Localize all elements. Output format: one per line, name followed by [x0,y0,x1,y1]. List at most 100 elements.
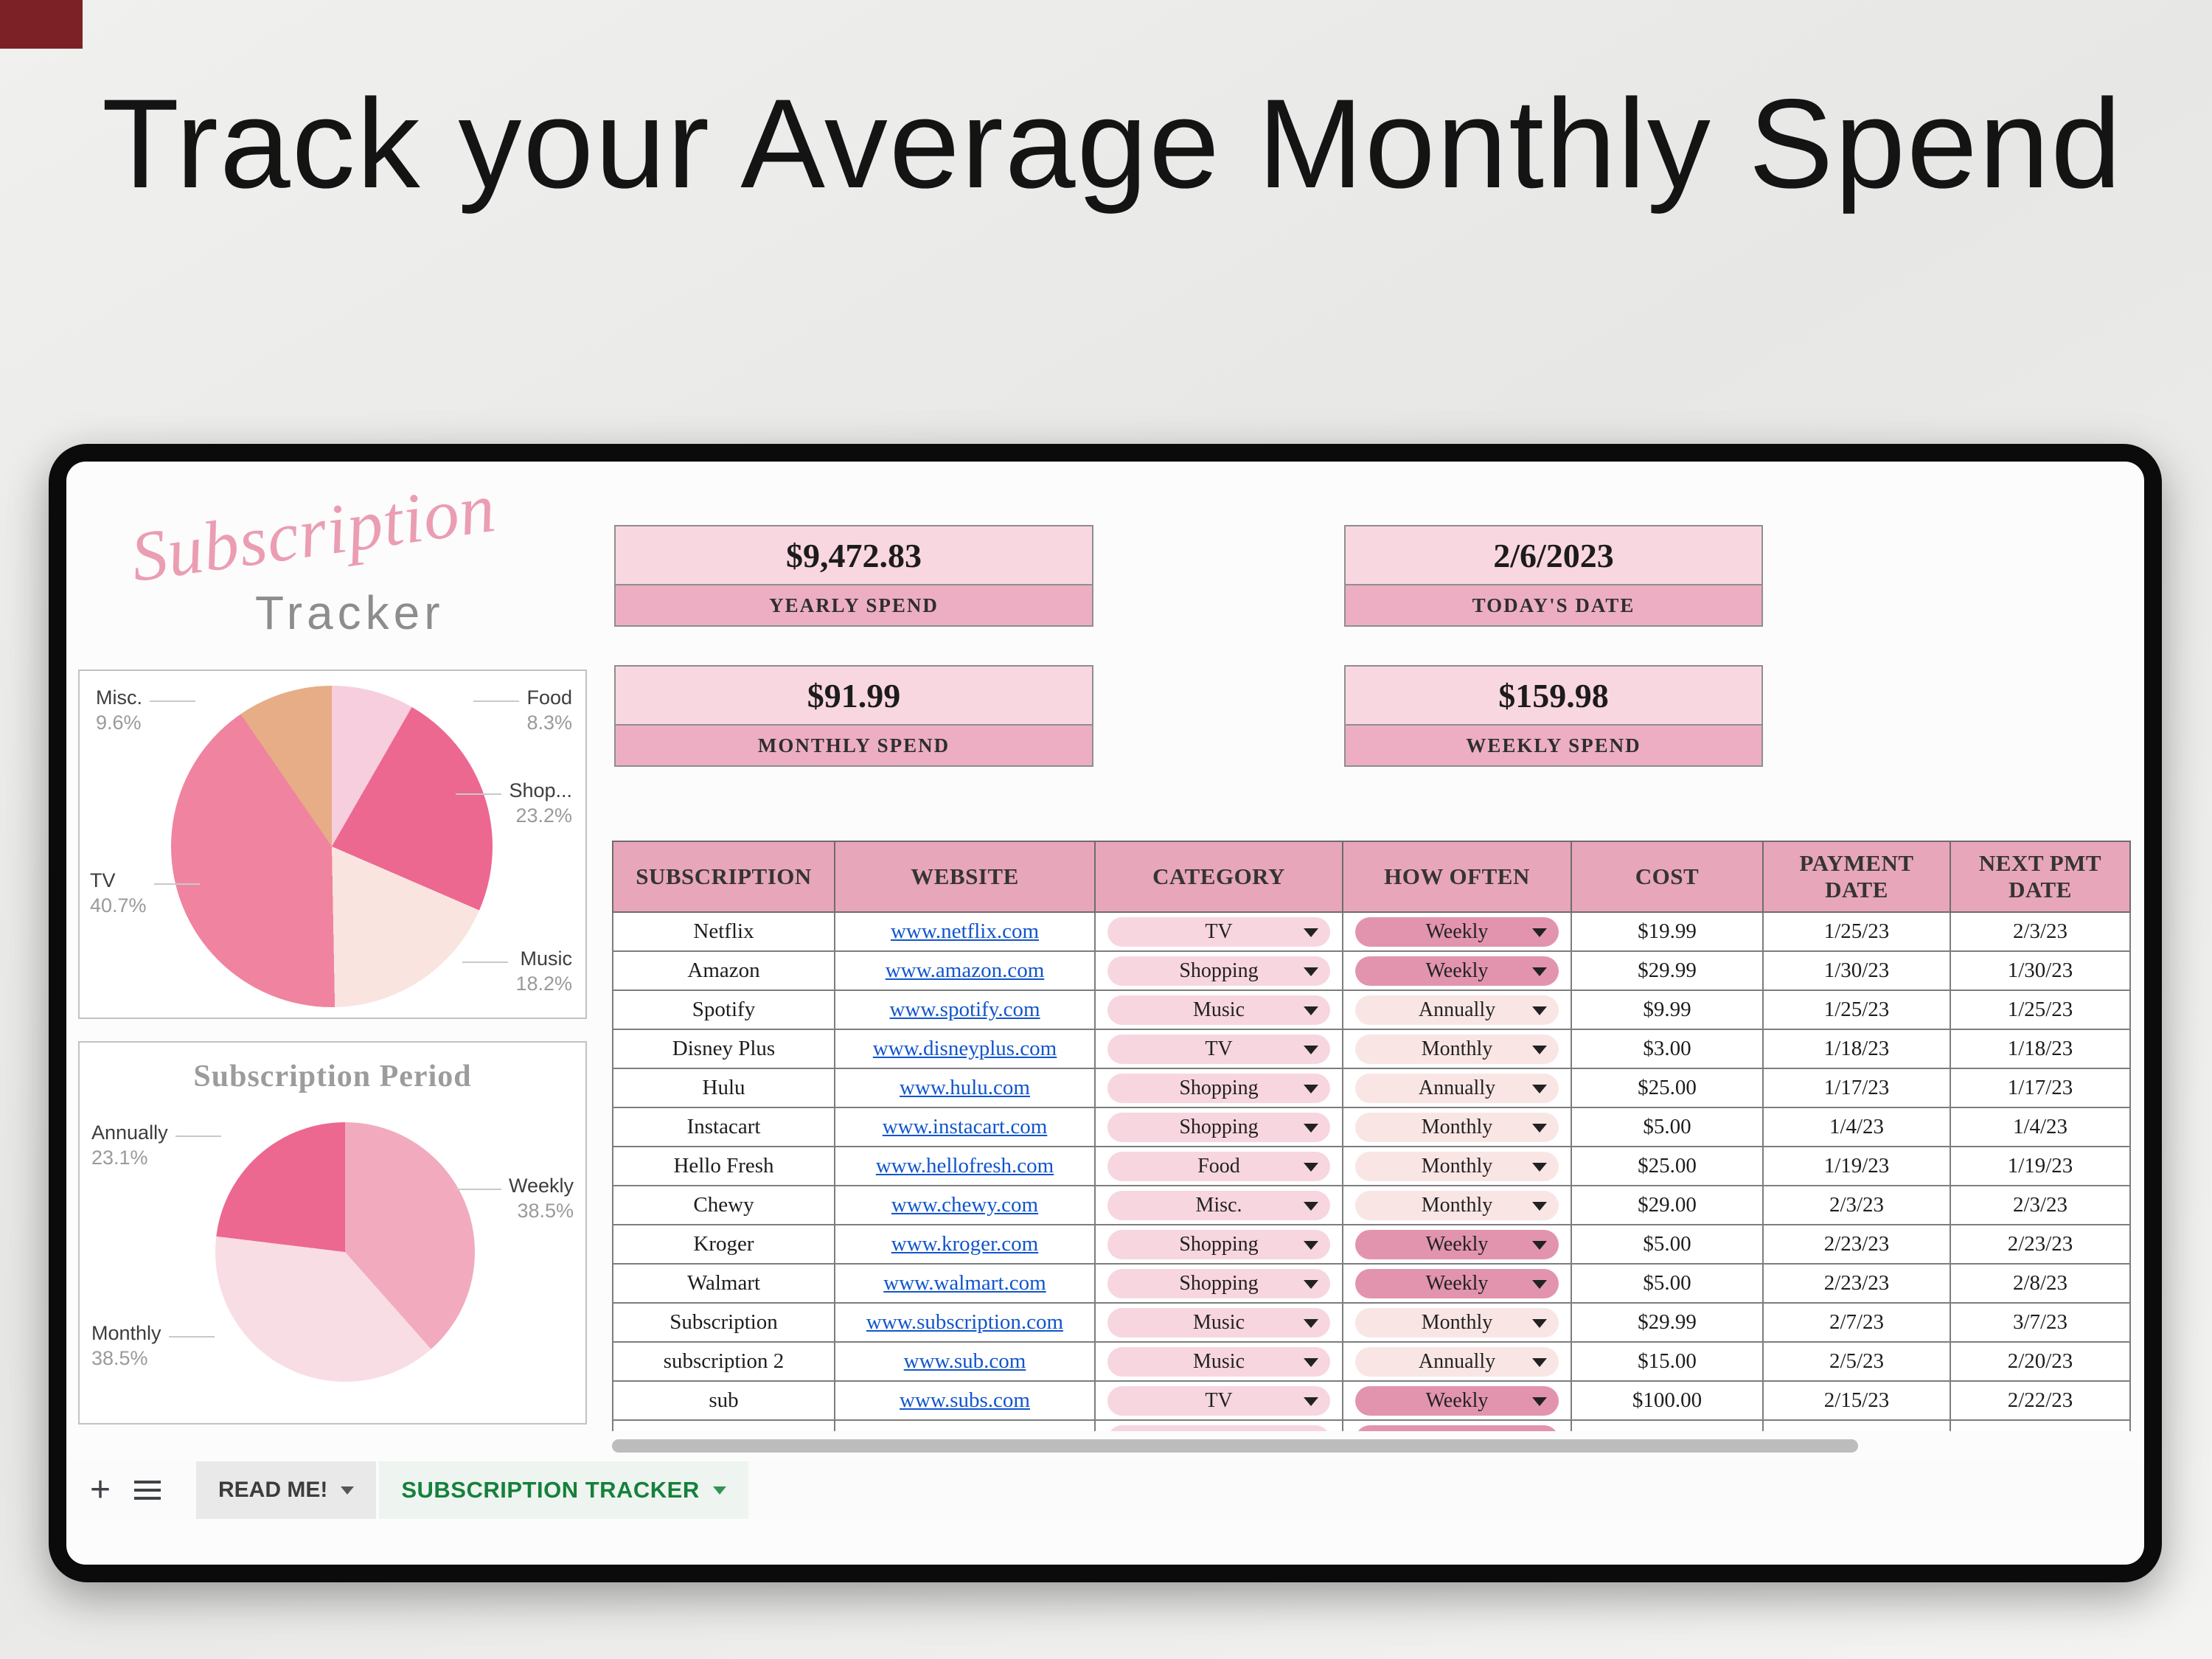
cost-cell[interactable]: $25.00 [1571,1068,1764,1108]
next-payment-date-cell[interactable]: 2/23/23 [1950,1224,2131,1265]
tab-subscription-tracker[interactable]: SUBSCRIPTION TRACKER [379,1461,748,1519]
cost-cell[interactable]: $29.99 [1571,950,1764,991]
cost-cell[interactable]: $19.99 [1571,911,1764,952]
how-often-dropdown[interactable]: Annually [1355,1346,1559,1377]
cost-cell[interactable]: $9.99 [1571,990,1764,1030]
subscription-cell[interactable]: Amazon [612,950,835,991]
how-often-dropdown[interactable]: Weekly [1355,1229,1559,1259]
cost-cell[interactable]: $15.00 [1571,1341,1764,1382]
how-often-dropdown[interactable]: Weekly [1355,917,1559,947]
website-link[interactable]: www.kroger.com [891,1232,1039,1256]
website-link[interactable]: www.chewy.com [891,1193,1039,1217]
website-link[interactable]: www.hellofresh.com [875,1154,1054,1178]
how-often-dropdown[interactable]: Monthly [1355,1112,1559,1142]
next-payment-date-cell[interactable] [1950,1419,2131,1431]
next-payment-date-cell[interactable]: 2/3/23 [1950,1185,2131,1225]
next-payment-date-cell[interactable]: 2/3/23 [1950,911,2131,952]
payment-date-cell[interactable] [1762,1419,1951,1431]
website-link[interactable]: www.subs.com [900,1388,1030,1412]
tab-read-me[interactable]: READ ME! [196,1461,377,1519]
cost-cell[interactable]: $5.00 [1571,1107,1764,1147]
payment-date-cell[interactable]: 2/5/23 [1762,1341,1951,1382]
payment-date-cell[interactable]: 2/23/23 [1762,1263,1951,1304]
next-payment-date-cell[interactable]: 1/4/23 [1950,1107,2131,1147]
category-dropdown[interactable]: Shopping [1107,956,1330,986]
cost-cell[interactable]: $100.00 [1571,1380,1764,1421]
how-often-dropdown[interactable]: Weekly [1355,956,1559,986]
next-payment-date-cell[interactable]: 2/8/23 [1950,1263,2131,1304]
website-link[interactable]: www.instacart.com [882,1115,1048,1138]
subscription-cell[interactable]: sub [612,1380,835,1421]
cost-cell[interactable]: $5.00 [1571,1224,1764,1265]
how-often-dropdown[interactable]: Monthly [1355,1034,1559,1064]
category-dropdown[interactable]: Music [1107,1346,1330,1377]
subscription-cell[interactable] [612,1419,835,1431]
website-link[interactable]: www.spotify.com [889,998,1040,1021]
website-link[interactable]: www.amazon.com [885,959,1045,982]
subscription-cell[interactable]: Chewy [612,1185,835,1225]
category-dropdown[interactable]: TV [1107,1034,1330,1064]
payment-date-cell[interactable]: 1/25/23 [1762,990,1951,1030]
website-link[interactable]: www.walmart.com [883,1271,1046,1295]
category-dropdown[interactable]: Misc. [1107,1190,1330,1220]
cost-cell[interactable]: $3.00 [1571,1029,1764,1069]
category-dropdown[interactable]: Shopping [1107,1268,1330,1298]
category-dropdown[interactable] [1107,1425,1330,1431]
category-dropdown[interactable]: TV [1107,917,1330,947]
website-link[interactable]: www.hulu.com [900,1076,1030,1099]
all-sheets-button[interactable] [124,1461,171,1519]
next-payment-date-cell[interactable]: 3/7/23 [1950,1302,2131,1343]
cost-cell[interactable]: $29.00 [1571,1185,1764,1225]
how-often-dropdown[interactable]: Annually [1355,1073,1559,1103]
category-dropdown[interactable]: Shopping [1107,1073,1330,1103]
payment-date-cell[interactable]: 1/19/23 [1762,1146,1951,1186]
subscription-cell[interactable]: Hulu [612,1068,835,1108]
cost-cell[interactable]: $29.99 [1571,1302,1764,1343]
payment-date-cell[interactable]: 2/15/23 [1762,1380,1951,1421]
subscription-cell[interactable]: subscription 2 [612,1341,835,1382]
payment-date-cell[interactable]: 1/30/23 [1762,950,1951,991]
subscription-cell[interactable]: Netflix [612,911,835,952]
subscription-cell[interactable]: Spotify [612,990,835,1030]
subscription-cell[interactable]: Instacart [612,1107,835,1147]
how-often-dropdown[interactable]: Monthly [1355,1307,1559,1338]
category-dropdown[interactable]: Shopping [1107,1112,1330,1142]
cost-cell[interactable]: $5.00 [1571,1263,1764,1304]
how-often-dropdown[interactable]: Monthly [1355,1190,1559,1220]
next-payment-date-cell[interactable]: 2/22/23 [1950,1380,2131,1421]
how-often-dropdown[interactable]: Weekly [1355,1385,1559,1416]
subscription-cell[interactable]: Subscription [612,1302,835,1343]
website-link[interactable]: www.subscription.com [866,1310,1064,1334]
how-often-dropdown[interactable]: Weekly [1355,1268,1559,1298]
horizontal-scrollbar[interactable] [612,1439,1858,1453]
payment-date-cell[interactable]: 1/4/23 [1762,1107,1951,1147]
website-link[interactable]: www.disneyplus.com [872,1037,1057,1060]
subscription-period-pie-chart[interactable]: Subscription Period Weekly 38.5% Monthly 38… [78,1041,587,1425]
next-payment-date-cell[interactable]: 2/20/23 [1950,1341,2131,1382]
payment-date-cell[interactable]: 1/25/23 [1762,911,1951,952]
category-dropdown[interactable]: Music [1107,995,1330,1025]
website-link[interactable]: www.netflix.com [890,919,1040,943]
next-payment-date-cell[interactable]: 1/18/23 [1950,1029,2131,1069]
category-dropdown[interactable]: Food [1107,1151,1330,1181]
how-often-dropdown[interactable]: Monthly [1355,1151,1559,1181]
next-payment-date-cell[interactable]: 1/17/23 [1950,1068,2131,1108]
category-pie-chart[interactable]: Food 8.3% Shop... 23.2% Music 18.2% TV 40.7% Mis… [78,669,587,1019]
category-dropdown[interactable]: TV [1107,1385,1330,1416]
how-often-dropdown[interactable]: Annually [1355,995,1559,1025]
payment-date-cell[interactable]: 1/18/23 [1762,1029,1951,1069]
website-link[interactable]: www.sub.com [903,1349,1026,1373]
add-sheet-button[interactable]: + [77,1461,124,1519]
payment-date-cell[interactable]: 2/7/23 [1762,1302,1951,1343]
cost-cell[interactable] [1571,1419,1764,1431]
subscription-cell[interactable]: Hello Fresh [612,1146,835,1186]
subscription-cell[interactable]: Disney Plus [612,1029,835,1069]
category-dropdown[interactable]: Music [1107,1307,1330,1338]
payment-date-cell[interactable]: 1/17/23 [1762,1068,1951,1108]
subscription-cell[interactable]: Walmart [612,1263,835,1304]
category-dropdown[interactable]: Shopping [1107,1229,1330,1259]
next-payment-date-cell[interactable]: 1/19/23 [1950,1146,2131,1186]
cost-cell[interactable]: $25.00 [1571,1146,1764,1186]
subscription-cell[interactable]: Kroger [612,1224,835,1265]
next-payment-date-cell[interactable]: 1/25/23 [1950,990,2131,1030]
